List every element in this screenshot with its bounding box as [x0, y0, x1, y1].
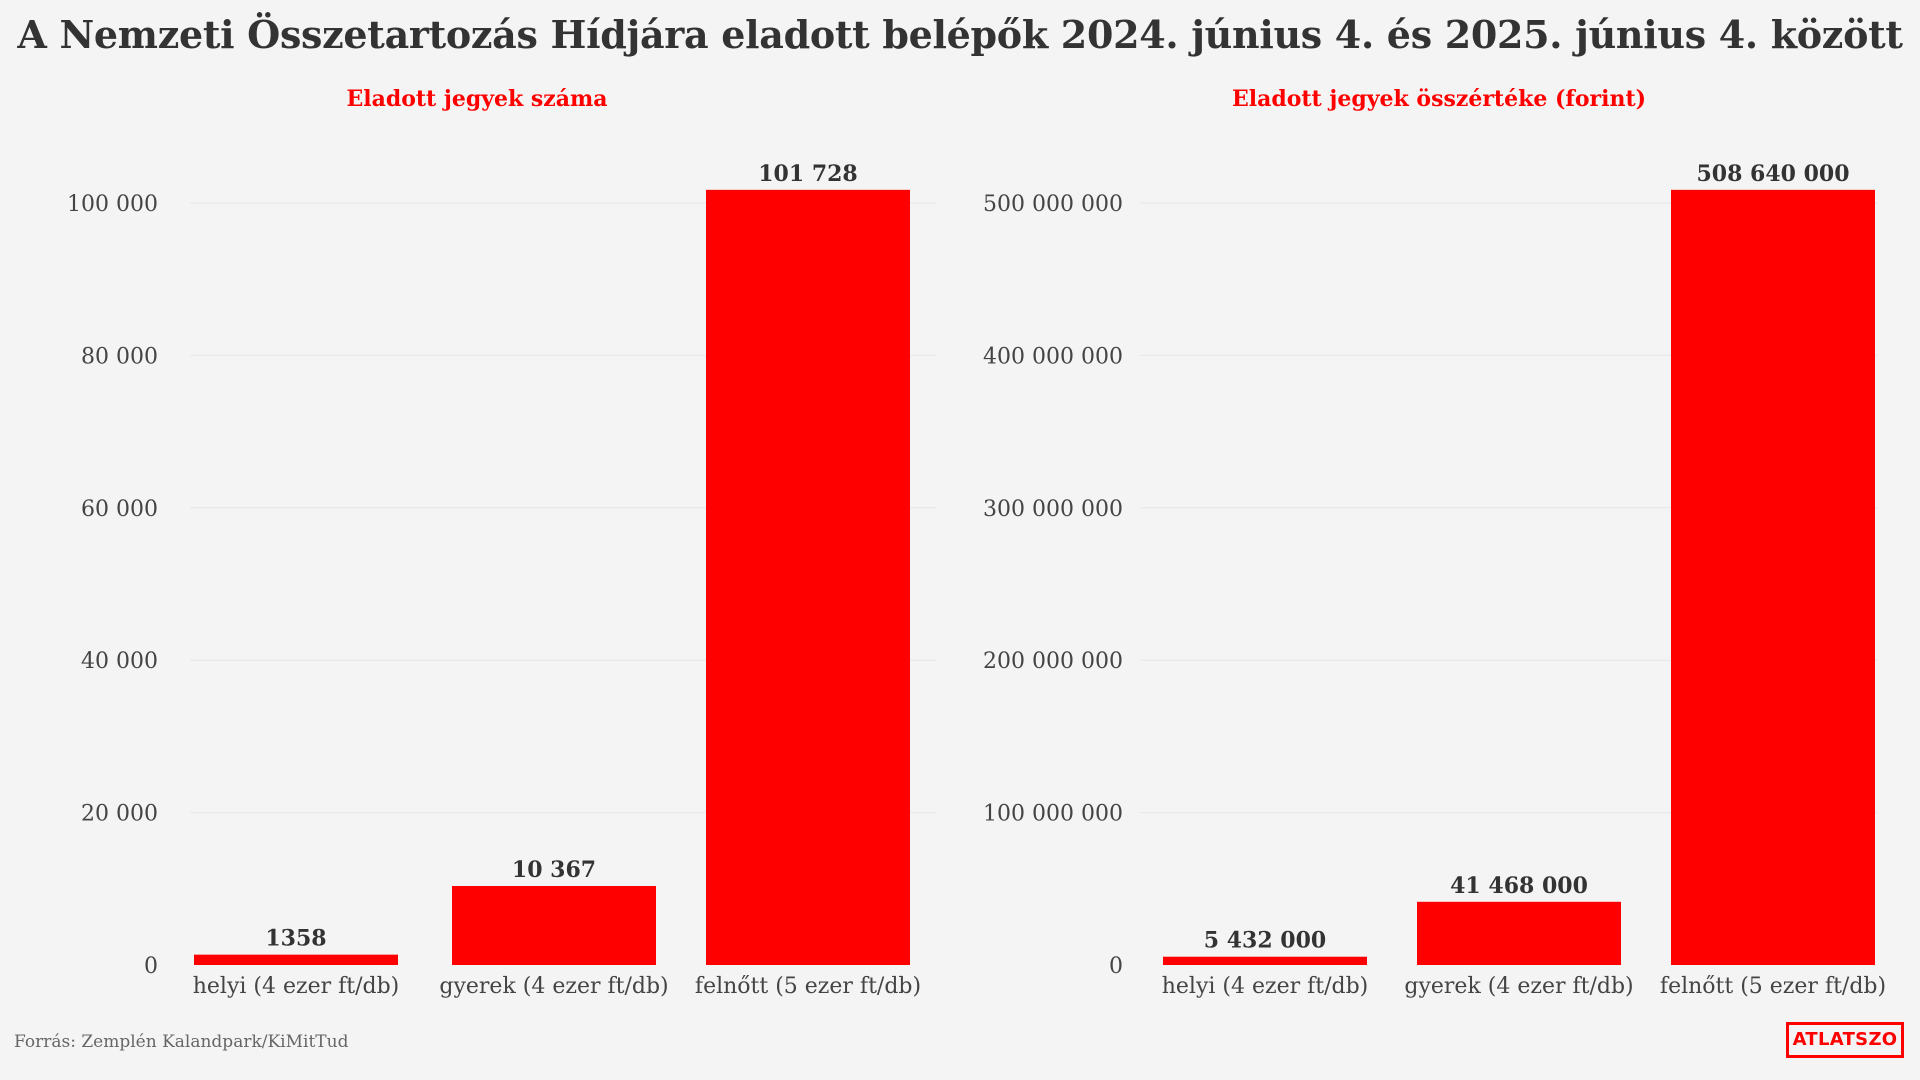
- chart2-subtitle: Eladott jegyek összértéke (forint): [1232, 86, 1646, 112]
- chart1-category-label: gyerek (4 ezer ft/db): [439, 974, 668, 999]
- chart-title: A Nemzeti Összetartozás Hídjára eladott …: [17, 12, 1903, 57]
- chart1-y-tick-label: 0: [144, 954, 158, 979]
- chart2-value-label: 5 432 000: [1204, 928, 1326, 954]
- chart2-category-label: gyerek (4 ezer ft/db): [1404, 974, 1633, 999]
- chart1-subtitle: Eladott jegyek száma: [346, 86, 607, 112]
- chart2-bar: [1163, 956, 1367, 965]
- atlatszo-logo[interactable]: ATLATSZO: [1786, 1022, 1904, 1058]
- chart1-bar: [194, 954, 398, 965]
- chart2-bar: [1417, 901, 1621, 965]
- chart2-category-label: helyi (4 ezer ft/db): [1162, 974, 1369, 999]
- chart1-category-label: helyi (4 ezer ft/db): [193, 974, 400, 999]
- chart1-category-label: felnőtt (5 ezer ft/db): [695, 974, 921, 999]
- chart1-y-tick-label: 100 000: [67, 192, 158, 217]
- chart2-y-tick-label: 500 000 000: [983, 192, 1123, 217]
- chart2-bar: [1671, 189, 1875, 965]
- chart2-value-label: 508 640 000: [1696, 161, 1849, 187]
- chart2-y-tick-label: 200 000 000: [983, 649, 1123, 674]
- chart2-y-tick-label: 400 000 000: [983, 344, 1123, 369]
- chart1-y-tick-label: 60 000: [81, 497, 158, 522]
- chart2-value-label: 41 468 000: [1450, 873, 1588, 899]
- source-note: Forrás: Zemplén Kalandpark/KiMitTud: [14, 1032, 349, 1052]
- chart2-category-label: felnőtt (5 ezer ft/db): [1660, 974, 1886, 999]
- chart2-y-tick-label: 0: [1109, 954, 1123, 979]
- chart2-y-tick-label: 300 000 000: [983, 497, 1123, 522]
- chart1-value-label: 101 728: [758, 161, 858, 187]
- chart1-bar: [706, 189, 910, 965]
- chart1-value-label: 1358: [265, 926, 326, 952]
- chart1-value-label: 10 367: [512, 857, 596, 883]
- chart1-y-tick-label: 20 000: [81, 802, 158, 827]
- chart1-y-tick-label: 80 000: [81, 344, 158, 369]
- chart2-y-tick-label: 100 000 000: [983, 802, 1123, 827]
- chart1-y-tick-label: 40 000: [81, 649, 158, 674]
- chart1-bar: [452, 886, 656, 965]
